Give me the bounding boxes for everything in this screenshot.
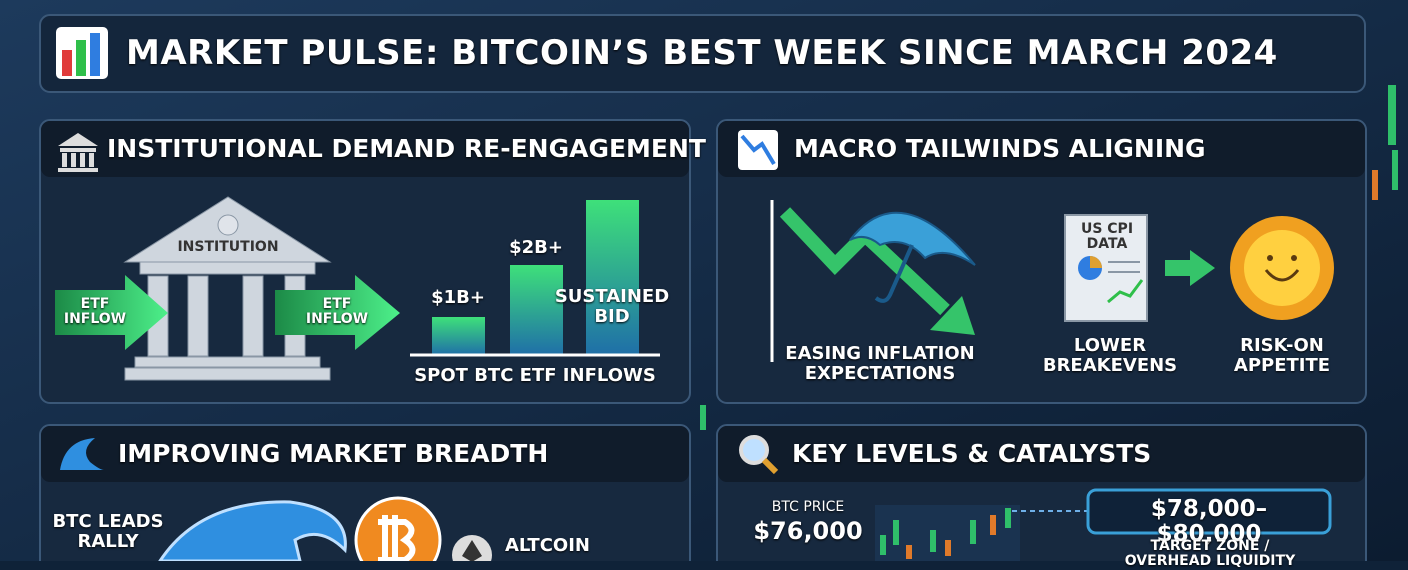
bank-icon [58, 133, 98, 172]
item-label: LOWER BREAKEVENS [1042, 335, 1178, 376]
panel-headers [41, 121, 1365, 482]
inflow-bars [432, 200, 639, 355]
doc-label: US CPI DATA [1080, 221, 1134, 253]
target-zone: $78,000–$80,000 [1150, 496, 1268, 548]
down-arrow [779, 207, 950, 316]
flow-label: ETF INFLOW [63, 296, 127, 328]
sun [1230, 216, 1334, 320]
panel-title: MACRO TAILWINDS ALIGNING [794, 134, 1206, 163]
panel-title: KEY LEVELS & CATALYSTS [792, 439, 1152, 468]
wave [158, 500, 347, 561]
chart-down-icon [738, 130, 778, 170]
right-arrow [1165, 250, 1215, 286]
price: $76,000 [753, 517, 863, 545]
building-label: INSTITUTION [177, 239, 279, 255]
caption: SPOT BTC ETF INFLOWS [414, 365, 656, 386]
bitcoin-symbol [378, 515, 416, 561]
flow-arrows [55, 275, 400, 350]
decor-candles [700, 85, 1398, 430]
follower-label: ALTCOIN [505, 535, 590, 556]
cpi-document [1064, 214, 1148, 322]
leader-label: BTC LEADS RALLY [52, 511, 164, 552]
flow-label: ETF INFLOW [305, 296, 369, 328]
down-arrow-head [930, 296, 975, 335]
bar-label: SUSTAINED BID [554, 286, 670, 327]
target-caption: TARGET ZONE / OVERHEAD LIQUIDITY [1124, 538, 1296, 570]
magnifier-icon [739, 435, 779, 475]
item-label: RISK-ON APPETITE [1233, 335, 1331, 376]
title: MARKET PULSE: BITCOIN’S BEST WEEK SINCE … [126, 33, 1278, 73]
bar-label: $2B+ [509, 237, 563, 258]
panel-title: INSTITUTIONAL DEMAND RE-ENGAGEMENT [107, 134, 706, 163]
item-label: EASING INFLATION EXPECTATIONS [785, 343, 975, 384]
target-box [1086, 488, 1332, 535]
eth-symbol [462, 540, 482, 561]
wave-icon [60, 438, 104, 470]
panel-title: IMPROVING MARKET BREADTH [118, 439, 549, 468]
header-box [39, 14, 1366, 93]
header-icon [56, 27, 108, 79]
price-candles [880, 508, 1011, 559]
price-label: BTC PRICE [771, 499, 845, 515]
umbrella [849, 211, 976, 303]
bar-label: $1B+ [431, 287, 485, 308]
